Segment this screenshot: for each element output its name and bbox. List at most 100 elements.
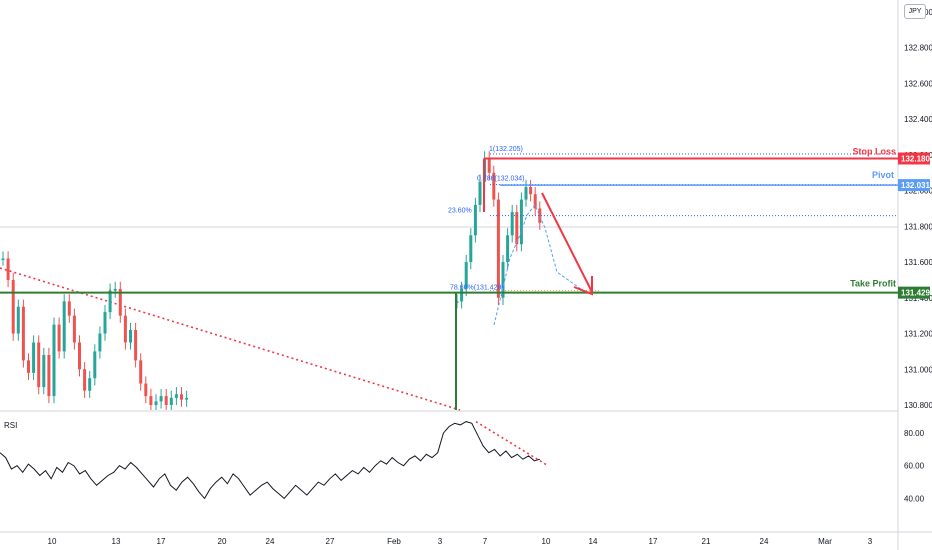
candle-left-body bbox=[67, 301, 71, 316]
candle-left-body bbox=[83, 369, 87, 391]
candle-left-body bbox=[154, 401, 158, 405]
price-tag-label: 132.180 bbox=[901, 154, 930, 163]
candle-right-body bbox=[533, 194, 537, 209]
fib-1-label: 1(132.205) bbox=[489, 146, 523, 153]
candle-left-body bbox=[134, 329, 138, 361]
rsi-line bbox=[0, 421, 541, 500]
x-tick-label: Feb bbox=[387, 537, 401, 546]
candle-left-body bbox=[118, 288, 122, 316]
candle-left-body bbox=[21, 306, 25, 361]
x-tick-label: 27 bbox=[326, 537, 335, 546]
price-tag-2 bbox=[898, 286, 930, 299]
candle-left-body bbox=[169, 397, 173, 405]
candle-left-body bbox=[129, 329, 132, 343]
candle-left-body bbox=[16, 306, 20, 334]
x-tick-label: 14 bbox=[589, 537, 598, 546]
candle-right-body bbox=[487, 158, 491, 173]
currency-badge[interactable]: JPY bbox=[904, 4, 926, 19]
candle-left-body bbox=[180, 394, 183, 400]
candle-left-body bbox=[1, 258, 5, 261]
y-tick-label: 132.800 bbox=[904, 44, 932, 53]
x-tick-label: Mar bbox=[818, 537, 832, 546]
candle-left-body bbox=[164, 396, 168, 405]
y-tick-label: 131.000 bbox=[904, 365, 932, 374]
candle-left-body bbox=[149, 396, 153, 405]
candle-left-body bbox=[47, 354, 51, 397]
x-tick-label: 20 bbox=[218, 537, 227, 546]
y-tick-label: 130.800 bbox=[904, 401, 932, 410]
y-tick-label: 132.400 bbox=[904, 115, 932, 124]
candle-left-body bbox=[88, 378, 92, 391]
candle-right-body bbox=[496, 199, 500, 298]
x-tick-label: 7 bbox=[483, 537, 488, 546]
candle-left-body bbox=[62, 301, 66, 352]
rsi-label: RSI bbox=[4, 421, 17, 430]
candle-left-body bbox=[27, 360, 30, 373]
pivot-label: Pivot bbox=[872, 170, 894, 180]
candle-left-body bbox=[57, 324, 61, 352]
candle-right-body bbox=[460, 288, 464, 302]
candle-right-body bbox=[538, 208, 542, 223]
candle-left-body bbox=[78, 342, 81, 370]
candle-left-body bbox=[159, 396, 163, 402]
candle-left-body bbox=[113, 288, 117, 291]
candle-right-body bbox=[506, 235, 510, 263]
candle-left-body bbox=[11, 279, 15, 334]
price-tag-0 bbox=[898, 152, 930, 165]
candle-left-body bbox=[98, 333, 102, 352]
candle-left-body bbox=[103, 312, 107, 334]
price-tag-label: 132.031 bbox=[901, 181, 930, 190]
y-tick-label: 132.600 bbox=[904, 79, 932, 88]
candle-left-body bbox=[52, 324, 56, 397]
candle-right-body bbox=[501, 262, 505, 298]
candle-left-body bbox=[185, 397, 189, 400]
x-tick-label: 10 bbox=[542, 537, 551, 546]
x-tick-label: 10 bbox=[48, 537, 57, 546]
candle-left-body bbox=[123, 315, 127, 343]
candle-left-body bbox=[42, 354, 46, 388]
take-profit-label: Take Profit bbox=[850, 279, 896, 289]
price-tag-1 bbox=[898, 179, 930, 192]
projection-path bbox=[493, 204, 586, 326]
fib-0786-label: 0.786(132.034) bbox=[477, 176, 524, 183]
y-tick-label: 131.200 bbox=[904, 330, 932, 339]
candle-left-body bbox=[72, 315, 76, 343]
stop-loss-label: Stop Loss bbox=[852, 146, 896, 156]
candle-left-body bbox=[32, 342, 36, 373]
x-tick-label: 24 bbox=[760, 537, 769, 546]
candle-right-body bbox=[473, 204, 477, 236]
candle-right-body bbox=[519, 199, 523, 245]
rsi-tick-label: 60.00 bbox=[904, 462, 925, 471]
fib-236-label: 23.60% bbox=[448, 208, 472, 215]
candle-left-body bbox=[144, 383, 148, 397]
x-tick-label: 3 bbox=[438, 537, 443, 546]
rsi-tick-label: 80.00 bbox=[904, 429, 925, 438]
x-tick-label: 17 bbox=[157, 537, 166, 546]
candle-left-body bbox=[6, 258, 10, 280]
y-tick-label: 131.600 bbox=[904, 258, 932, 267]
target-arrow-head bbox=[573, 276, 593, 296]
x-tick-label: 24 bbox=[266, 537, 275, 546]
price-tag-label: 131.429 bbox=[901, 289, 930, 298]
candle-right-body bbox=[510, 212, 514, 236]
candle-right-body bbox=[529, 187, 533, 195]
x-tick-label: 21 bbox=[702, 537, 711, 546]
y-tick-label: 132.000 bbox=[904, 187, 932, 196]
x-tick-label: 13 bbox=[112, 537, 121, 546]
target-arrow bbox=[541, 192, 593, 293]
candle-right-body bbox=[492, 172, 496, 200]
rsi-tick-label: 40.00 bbox=[904, 494, 925, 503]
x-tick-label: 17 bbox=[649, 537, 658, 546]
candle-right-body bbox=[469, 235, 473, 263]
candle-right-body bbox=[524, 187, 528, 200]
candle-left-body bbox=[93, 351, 97, 379]
candle-left-body bbox=[139, 360, 143, 384]
candle-left-body bbox=[174, 394, 178, 398]
fib-ret-label: 78.60%(131.429) bbox=[450, 285, 504, 292]
candle-right-body bbox=[515, 212, 519, 245]
rsi-trend-line bbox=[475, 420, 549, 467]
x-tick-label: 3 bbox=[868, 537, 873, 546]
y-tick-label: 131.800 bbox=[904, 222, 932, 231]
candle-left-body bbox=[108, 290, 112, 313]
